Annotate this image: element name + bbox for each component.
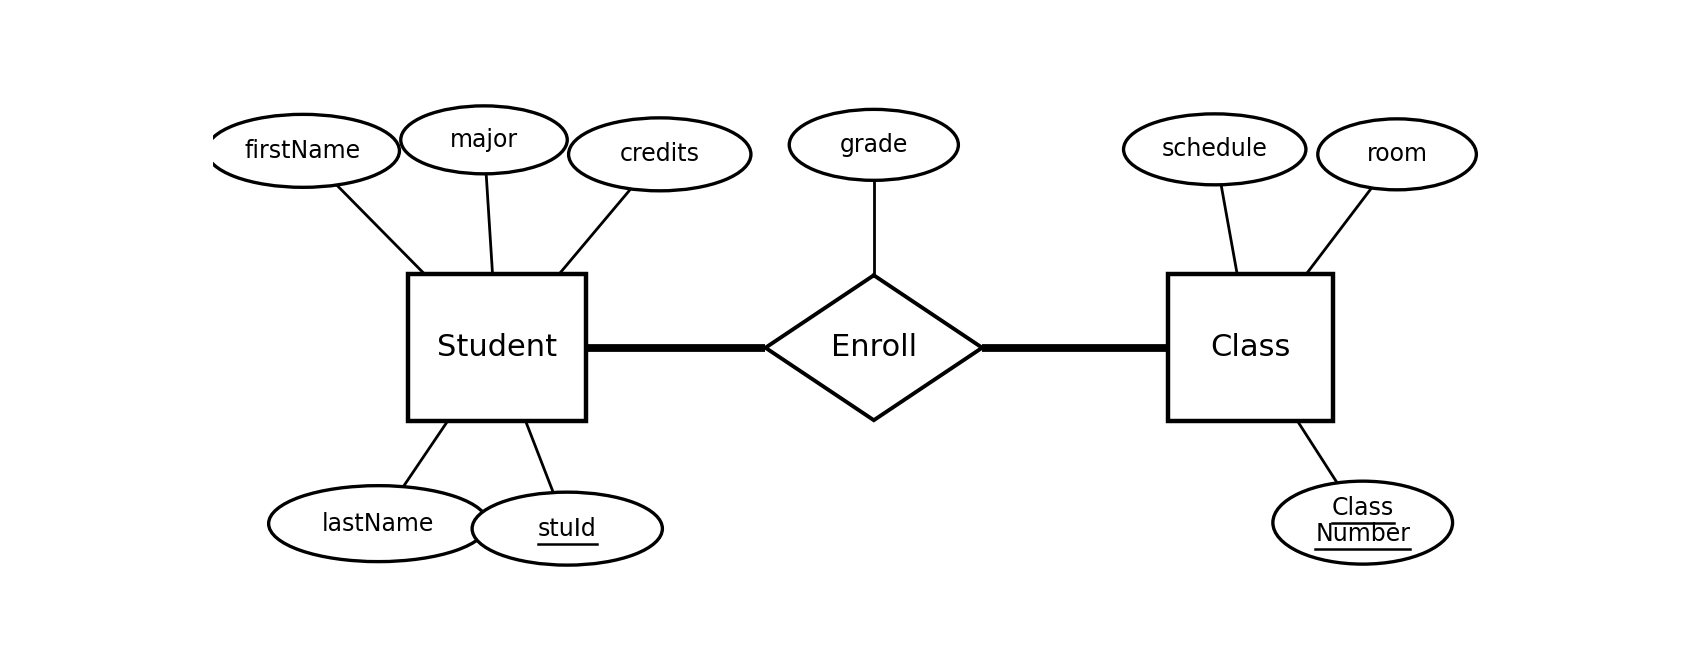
Text: Number: Number bbox=[1315, 522, 1410, 546]
Ellipse shape bbox=[206, 114, 399, 188]
Text: firstName: firstName bbox=[246, 139, 361, 163]
Text: schedule: schedule bbox=[1161, 138, 1267, 162]
Text: stuId: stuId bbox=[537, 517, 597, 541]
Bar bbox=[1168, 274, 1333, 421]
Text: Class: Class bbox=[1332, 496, 1395, 520]
Text: credits: credits bbox=[619, 142, 699, 166]
Ellipse shape bbox=[1124, 114, 1306, 185]
Text: room: room bbox=[1367, 142, 1427, 166]
Text: grade: grade bbox=[839, 133, 909, 157]
Ellipse shape bbox=[269, 485, 488, 561]
Text: lastName: lastName bbox=[322, 511, 435, 535]
Ellipse shape bbox=[568, 118, 750, 191]
Text: major: major bbox=[450, 128, 518, 152]
Text: Class: Class bbox=[1211, 333, 1291, 362]
Ellipse shape bbox=[789, 110, 958, 180]
Ellipse shape bbox=[1318, 119, 1477, 190]
Text: Enroll: Enroll bbox=[830, 333, 917, 362]
Ellipse shape bbox=[401, 106, 568, 174]
Text: Student: Student bbox=[436, 333, 558, 362]
Bar bbox=[407, 274, 587, 421]
Ellipse shape bbox=[472, 492, 662, 565]
Ellipse shape bbox=[1274, 481, 1453, 564]
Polygon shape bbox=[766, 275, 982, 420]
